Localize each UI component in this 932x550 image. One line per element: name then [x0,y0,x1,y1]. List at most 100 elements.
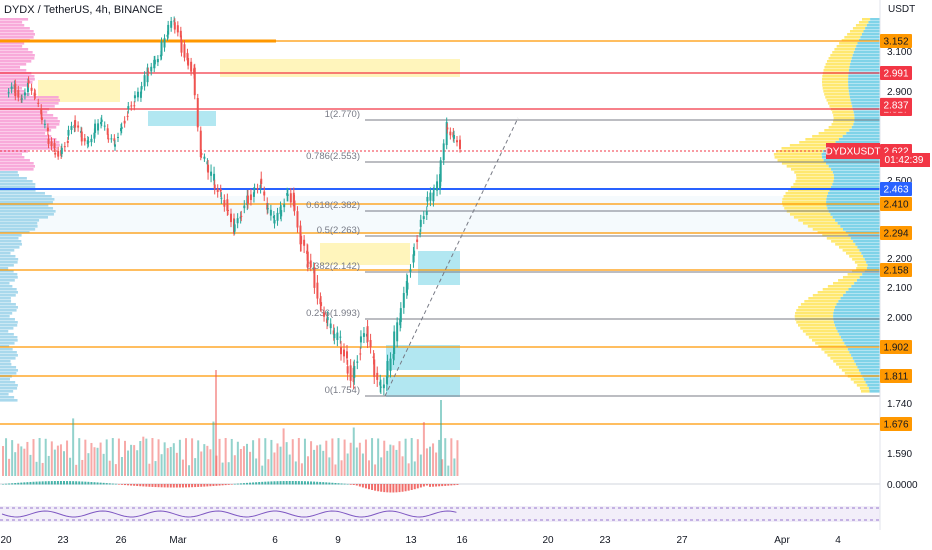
vp-left-pink [0,54,35,57]
vp-left-blue [0,240,22,243]
vp-right-cyan [848,84,880,87]
volume-bar [148,463,151,476]
price-tag-label: 2.991 [883,69,908,80]
vp-right-cyan [826,201,880,204]
vp-left-blue [0,372,17,375]
macd-bar [242,483,245,485]
vp-left-blue [0,282,10,285]
macd-bar [29,481,32,485]
candle-body [77,125,80,128]
vp-right-yellow [823,69,849,72]
volume-bar [191,438,194,476]
macd-bar [215,484,218,486]
vp-left-pink [0,24,25,27]
vp-right-cyan [837,330,880,333]
vp-right-yellow [789,213,831,216]
candle-body [207,164,210,173]
macd-bar [2,484,4,485]
candle-body [87,141,90,143]
volume-bar [242,446,245,476]
candle-body [366,326,369,342]
candle-body [292,192,295,207]
macd-bar [239,483,242,485]
vp-right-cyan [859,276,880,279]
vp-left-blue [0,198,55,201]
vp-right-cyan [848,234,880,237]
candle-body [456,140,458,143]
vp-right-yellow [838,366,858,369]
volume-bar [276,443,279,476]
vp-right-yellow [795,312,834,315]
macd-bar [432,484,435,487]
volume-bar [316,445,319,476]
macd-bar [163,484,166,488]
candle-body [429,192,432,201]
candle-body [133,105,136,107]
vp-right-cyan [850,63,880,66]
candle-body [392,353,395,359]
volume-bar [246,443,248,476]
macd-bar [307,481,309,485]
macd-bar [145,484,148,487]
volume-bar [456,440,459,476]
volume-bar [249,451,252,476]
macd-bar [59,481,62,485]
candle-body [173,20,176,22]
volume-bar [297,438,300,476]
volume-bar [181,459,184,476]
macd-bar [395,484,398,493]
candle-body [263,191,266,196]
vp-left-blue [0,225,38,228]
macd-bar [172,484,175,488]
candle-body [80,131,83,142]
zone-5 [386,345,460,370]
vp-left-blue [0,300,12,303]
vp-left-blue [0,369,18,372]
volume-bar [230,438,233,476]
macd-bar [50,481,53,485]
candle-body [107,138,110,140]
vp-left-pink [0,114,54,117]
vp-left-blue [0,381,16,384]
vp-right-yellow [852,27,866,30]
macd-bar [5,483,8,485]
candle-body [402,293,405,308]
vp-left-blue [0,234,22,237]
vp-right-yellow [822,78,849,81]
volume-bar [29,454,32,476]
vp-right-yellow [800,303,837,306]
candle-body [389,358,392,371]
vp-right-yellow [798,306,836,309]
candle-body [422,216,425,220]
vp-right-cyan [869,390,880,393]
volume-bar [221,462,224,476]
volume-bar [114,464,117,476]
candle-body [10,86,13,90]
candle-body [150,66,153,72]
candle-body [50,141,53,147]
macd-bar [105,483,108,485]
vp-right-cyan [840,336,880,339]
candle-body [256,188,259,190]
vp-left-pink [0,36,34,39]
vp-right-cyan [863,378,880,381]
vp-left-blue [0,273,18,276]
vp-right-cyan [832,171,880,174]
candle-body [326,317,329,321]
macd-bar [166,484,169,488]
vp-right-cyan [840,225,880,228]
symbol-tag: DYDXUSDT [825,147,880,158]
macd-bar [361,484,364,488]
volume-bar [197,440,200,476]
vp-right-cyan [857,42,880,45]
candle-body [436,181,439,191]
vp-right-yellow [812,135,843,138]
candle-body [243,205,246,209]
vp-right-yellow [818,132,847,135]
vp-right-yellow [784,207,828,210]
macd-bar [346,483,349,485]
macd-bar [380,484,383,492]
macd-bar [267,481,270,485]
price-tag-label: 2.463 [883,185,908,196]
